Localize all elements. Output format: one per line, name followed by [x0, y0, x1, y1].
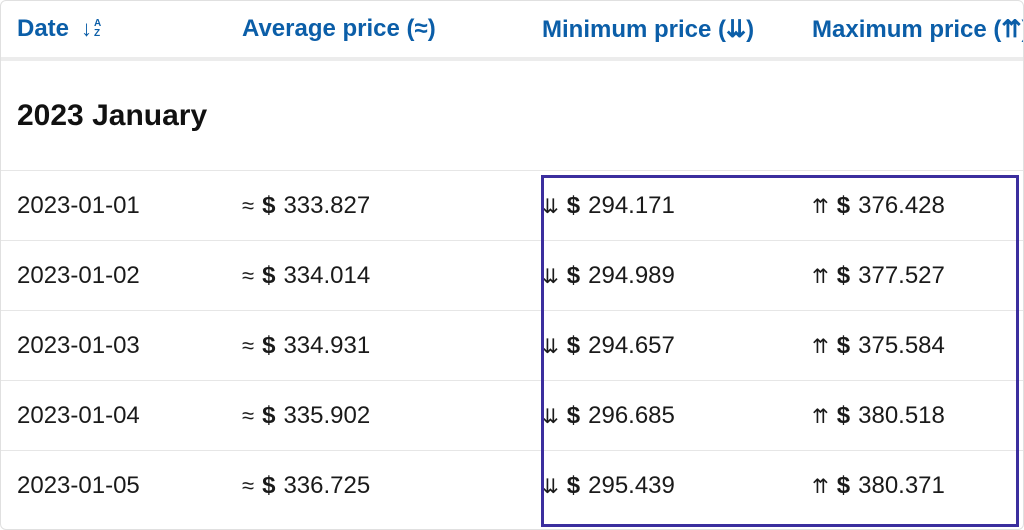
- approx-icon: ≈: [242, 335, 254, 357]
- currency-symbol: $: [262, 192, 275, 220]
- currency-symbol: $: [262, 472, 275, 500]
- down-arrows-icon: ⇊: [542, 474, 559, 499]
- table-body: 2023-01-01≈$333.827⇊$294.171⇈$376.428202…: [1, 171, 1023, 521]
- cell-minimum-value: 296.685: [588, 402, 675, 430]
- down-arrows-icon: ⇊: [542, 194, 559, 219]
- cell-maximum-value: 380.518: [858, 402, 945, 430]
- sort-az-bottom: Z: [94, 29, 101, 39]
- cell-average: ≈ $336.725: [242, 472, 542, 500]
- approx-icon: ≈: [242, 405, 254, 427]
- cell-average: ≈ $333.827: [242, 192, 542, 220]
- cell-maximum: ⇈ $377.527: [812, 262, 1007, 290]
- cell-maximum: ⇈ $380.518: [812, 402, 1007, 430]
- approx-icon: ≈: [242, 195, 254, 217]
- column-header-average[interactable]: Average price (≈): [242, 15, 542, 43]
- cell-average: ≈ $334.014: [242, 262, 542, 290]
- up-arrows-icon: ⇈: [812, 474, 829, 499]
- group-title-label: 2023 January: [17, 99, 207, 133]
- group-title: 2023 January: [1, 61, 1023, 171]
- cell-minimum: ⇊ $296.685: [542, 402, 812, 430]
- cell-maximum-value: 375.584: [858, 332, 945, 360]
- cell-minimum: ⇊ $294.989: [542, 262, 812, 290]
- cell-maximum-value: 376.428: [858, 192, 945, 220]
- currency-symbol: $: [837, 262, 850, 290]
- column-header-minimum-label: Minimum price (⇊): [542, 15, 754, 44]
- cell-date: 2023-01-03: [17, 332, 242, 360]
- table-row: 2023-01-05≈ $336.725 ⇊ $295.439 ⇈ $380.371: [1, 451, 1023, 521]
- table-row: 2023-01-04≈ $335.902 ⇊ $296.685 ⇈ $380.518: [1, 381, 1023, 451]
- price-table-frame: Date ↓ A Z Average price (≈) Minimum pri…: [0, 0, 1024, 530]
- table-row: 2023-01-02≈ $334.014 ⇊ $294.989 ⇈ $377.527: [1, 241, 1023, 311]
- up-arrows-icon: ⇈: [812, 194, 829, 219]
- up-arrows-icon: ⇈: [812, 334, 829, 359]
- cell-average-value: 333.827: [283, 192, 370, 220]
- up-arrows-icon: ⇈: [812, 264, 829, 289]
- currency-symbol: $: [567, 332, 580, 360]
- currency-symbol: $: [262, 332, 275, 360]
- table-row: 2023-01-03≈ $334.931 ⇊ $294.657 ⇈ $375.584: [1, 311, 1023, 381]
- cell-average-value: 335.902: [283, 402, 370, 430]
- currency-symbol: $: [262, 262, 275, 290]
- currency-symbol: $: [567, 402, 580, 430]
- cell-minimum-value: 294.171: [588, 192, 675, 220]
- cell-minimum: ⇊ $294.171: [542, 192, 812, 220]
- currency-symbol: $: [567, 262, 580, 290]
- column-header-date[interactable]: Date ↓ A Z: [17, 15, 242, 43]
- cell-average-value: 334.014: [283, 262, 370, 290]
- currency-symbol: $: [567, 472, 580, 500]
- cell-maximum: ⇈ $376.428: [812, 192, 1007, 220]
- currency-symbol: $: [837, 402, 850, 430]
- currency-symbol: $: [567, 192, 580, 220]
- column-header-date-label: Date: [17, 15, 69, 43]
- up-arrows-icon: ⇈: [812, 404, 829, 429]
- currency-symbol: $: [837, 192, 850, 220]
- cell-maximum: ⇈ $380.371: [812, 472, 1007, 500]
- cell-average: ≈ $335.902: [242, 402, 542, 430]
- approx-icon: ≈: [242, 475, 254, 497]
- cell-average: ≈ $334.931: [242, 332, 542, 360]
- cell-average-value: 334.931: [283, 332, 370, 360]
- down-arrows-icon: ⇊: [542, 404, 559, 429]
- currency-symbol: $: [837, 472, 850, 500]
- cell-minimum: ⇊ $294.657: [542, 332, 812, 360]
- cell-average-value: 336.725: [283, 472, 370, 500]
- cell-minimum: ⇊ $295.439: [542, 472, 812, 500]
- sort-arrow-down-icon: ↓: [81, 18, 92, 40]
- column-header-minimum[interactable]: Minimum price (⇊): [542, 15, 812, 44]
- column-header-maximum[interactable]: Maximum price (⇈): [812, 15, 1024, 44]
- cell-maximum-value: 377.527: [858, 262, 945, 290]
- table-header-row: Date ↓ A Z Average price (≈) Minimum pri…: [1, 1, 1023, 61]
- cell-date: 2023-01-02: [17, 262, 242, 290]
- currency-symbol: $: [837, 332, 850, 360]
- sort-az-icon: ↓ A Z: [81, 18, 101, 40]
- down-arrows-icon: ⇊: [542, 264, 559, 289]
- cell-date: 2023-01-04: [17, 402, 242, 430]
- column-header-maximum-label: Maximum price (⇈): [812, 15, 1024, 44]
- cell-date: 2023-01-01: [17, 192, 242, 220]
- cell-minimum-value: 294.657: [588, 332, 675, 360]
- currency-symbol: $: [262, 402, 275, 430]
- cell-maximum: ⇈ $375.584: [812, 332, 1007, 360]
- cell-maximum-value: 380.371: [858, 472, 945, 500]
- cell-minimum-value: 295.439: [588, 472, 675, 500]
- approx-icon: ≈: [242, 265, 254, 287]
- table-row: 2023-01-01≈ $333.827 ⇊ $294.171 ⇈ $376.428: [1, 171, 1023, 241]
- column-header-average-label: Average price (≈): [242, 15, 436, 43]
- down-arrows-icon: ⇊: [542, 334, 559, 359]
- cell-date: 2023-01-05: [17, 472, 242, 500]
- cell-minimum-value: 294.989: [588, 262, 675, 290]
